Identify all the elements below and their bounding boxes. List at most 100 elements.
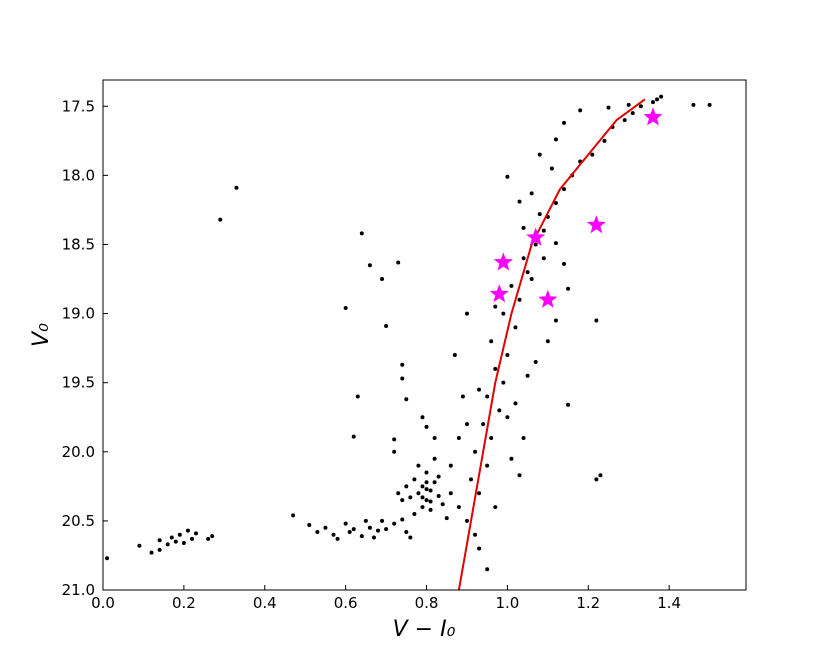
data-point [529, 277, 534, 282]
data-point [493, 304, 498, 309]
star-marker [643, 107, 663, 126]
data-point [505, 174, 510, 179]
data-point [424, 424, 429, 429]
data-point [323, 525, 328, 530]
data-point [464, 518, 469, 523]
data-point [473, 532, 478, 537]
data-point [210, 534, 215, 539]
data-point [424, 480, 429, 485]
data-point [541, 228, 546, 233]
data-point [384, 527, 389, 532]
y-tick-label: 19.0 [62, 305, 95, 323]
data-point [291, 513, 296, 518]
axes-frame [102, 79, 747, 591]
data-point [331, 532, 336, 537]
data-point [375, 528, 380, 533]
data-point [359, 534, 364, 539]
data-point [351, 527, 356, 532]
data-point [594, 477, 599, 482]
data-point [444, 516, 449, 521]
data-point [404, 484, 409, 489]
data-point [537, 152, 542, 157]
star-marker [586, 215, 606, 234]
data-point [359, 231, 364, 236]
data-point [420, 415, 425, 420]
data-point [420, 495, 425, 500]
data-point [606, 105, 611, 110]
data-point [505, 353, 510, 358]
data-point [566, 402, 571, 407]
data-point [549, 166, 554, 171]
data-point [481, 422, 486, 427]
data-point [525, 270, 530, 275]
data-point [400, 517, 405, 522]
data-point [485, 567, 490, 572]
data-point [436, 494, 441, 499]
data-point [343, 521, 348, 526]
data-point [598, 473, 603, 478]
data-point [420, 484, 425, 489]
x-tick-label: 0.6 [334, 594, 358, 612]
star-marker [489, 284, 509, 303]
data-point [416, 491, 421, 496]
data-point [380, 518, 385, 523]
data-point [659, 94, 664, 99]
data-point [626, 102, 631, 107]
data-point [408, 535, 413, 540]
data-point [469, 477, 474, 482]
data-point [218, 217, 223, 222]
data-point [194, 531, 199, 536]
data-point [638, 104, 643, 109]
data-point [541, 256, 546, 261]
data-point [392, 521, 397, 526]
data-point [489, 339, 494, 344]
data-point [521, 435, 526, 440]
data-point [420, 505, 425, 510]
data-point [553, 137, 558, 142]
data-point [513, 325, 518, 330]
data-point [432, 435, 437, 440]
data-point [177, 532, 182, 537]
data-point [392, 437, 397, 442]
data-point [424, 470, 429, 475]
data-point [622, 118, 627, 123]
data-point [347, 529, 352, 534]
data-point [165, 542, 170, 547]
data-point [578, 108, 583, 113]
data-point [533, 359, 538, 364]
data-point [400, 498, 405, 503]
y-tick-label: 20.0 [62, 443, 95, 461]
data-point [432, 456, 437, 461]
plot-area [105, 94, 712, 591]
x-tick-label: 1.2 [576, 594, 600, 612]
data-point [343, 306, 348, 311]
data-point [185, 528, 190, 533]
data-point [428, 499, 433, 504]
data-point [315, 529, 320, 534]
data-point [363, 518, 368, 523]
data-point [412, 511, 417, 516]
data-point [408, 495, 413, 500]
data-point [590, 152, 595, 157]
y-axis-label: V₀ [29, 323, 54, 347]
data-point [493, 366, 498, 371]
data-point [533, 242, 538, 247]
y-tick-label: 18.0 [62, 166, 95, 184]
data-point [456, 505, 461, 510]
data-point [424, 498, 429, 503]
data-point [351, 434, 356, 439]
data-point [189, 536, 194, 541]
star-marker [526, 227, 546, 246]
data-point [396, 491, 401, 496]
data-point [404, 397, 409, 402]
data-point [436, 474, 441, 479]
data-point [562, 187, 567, 192]
data-point [493, 505, 498, 510]
data-point [513, 401, 518, 406]
data-point [137, 543, 142, 548]
data-point [485, 394, 490, 399]
data-point [384, 324, 389, 329]
data-point [412, 477, 417, 482]
